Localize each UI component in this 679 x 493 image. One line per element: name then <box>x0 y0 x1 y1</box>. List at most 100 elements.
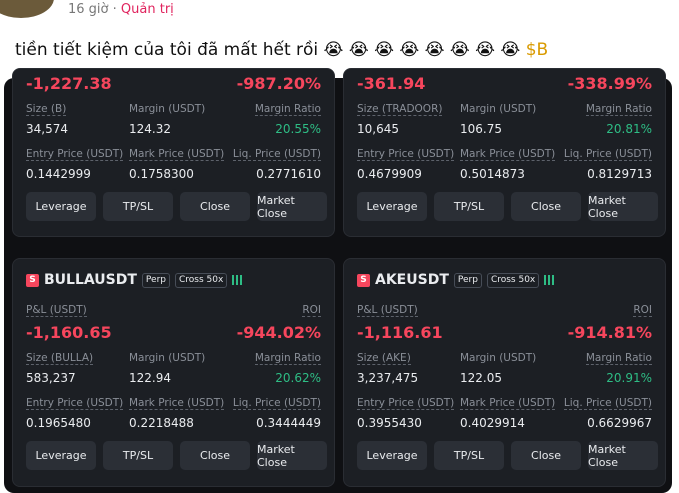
entry: 0.1965480 <box>26 416 91 430</box>
action-button[interactable]: Leverage <box>26 441 96 470</box>
margin-ratio-label: Margin Ratio <box>254 103 321 116</box>
action-button[interactable]: Market Close <box>588 441 658 470</box>
liq: 0.3444449 <box>256 416 321 430</box>
symbol-icon: S <box>26 273 39 287</box>
margin-ratio: 20.62% <box>275 371 321 385</box>
action-button[interactable]: TP/SL <box>434 192 504 221</box>
signal-bars <box>232 275 243 285</box>
position-card: S BULLAUSDT Perp Cross 50x P&L (USDT) ROI -1,1… <box>12 258 335 487</box>
action-button[interactable]: TP/SL <box>103 192 173 221</box>
action-button[interactable]: Close <box>180 192 250 221</box>
margin-ratio: 20.81% <box>606 122 652 136</box>
margin-ratio-label: Margin Ratio <box>254 352 321 365</box>
role: Quản trị <box>120 2 174 17</box>
mode-badge[interactable]: Cross 50x <box>174 272 228 288</box>
mark: 0.2218488 <box>129 416 194 430</box>
roi: -987.20% <box>236 74 321 93</box>
size-label: Size (B) <box>26 103 67 116</box>
entry: 0.4679909 <box>357 167 422 181</box>
liq: 0.2771610 <box>256 167 321 181</box>
post-meta: 16 giờ · Quản trị <box>68 2 174 17</box>
pnl-label: P&L (USDT) <box>357 304 418 317</box>
size: 10,645 <box>357 122 399 136</box>
margin: 106.75 <box>460 122 502 136</box>
action-button[interactable]: Market Close <box>257 441 327 470</box>
type-badge: Perp <box>141 272 170 288</box>
card-header: S BULLAUSDT Perp Cross 50x <box>26 272 243 288</box>
size: 34,574 <box>26 122 68 136</box>
action-button[interactable]: Market Close <box>257 192 327 221</box>
action-button[interactable]: Leverage <box>357 441 427 470</box>
action-button[interactable]: Leverage <box>357 192 427 221</box>
positions-panel: -1,227.38 -987.20% Size (B) 34,574 Margin (U… <box>4 68 672 493</box>
entry-label: Entry Price (USDT) <box>357 397 455 410</box>
margin: 124.32 <box>129 122 171 136</box>
roi-label: ROI <box>302 304 321 317</box>
symbol[interactable]: BULLAUSDT <box>44 272 137 288</box>
mode-badge[interactable]: Cross 50x <box>486 272 540 288</box>
liq-label: Liq. Price (USDT) <box>232 397 321 410</box>
symbol-icon: S <box>357 273 370 287</box>
pnl: -361.94 <box>357 74 426 93</box>
roi-label: ROI <box>633 304 652 317</box>
margin-label: Margin (USDT) <box>460 352 537 364</box>
action-button[interactable]: Leverage <box>26 192 96 221</box>
position-card: -1,227.38 -987.20% Size (B) 34,574 Margin (U… <box>12 68 335 237</box>
entry-label: Entry Price (USDT) <box>26 148 124 161</box>
post-time: 16 giờ <box>68 2 109 17</box>
liq: 0.6629967 <box>587 416 652 430</box>
mark-label: Mark Price (USDT) <box>460 148 556 161</box>
pnl-label: P&L (USDT) <box>26 304 87 317</box>
action-button[interactable]: Market Close <box>588 192 658 221</box>
entry: 0.1442999 <box>26 167 91 181</box>
type-badge: Perp <box>453 272 482 288</box>
roi: -944.02% <box>236 323 321 342</box>
roi: -914.81% <box>567 323 652 342</box>
liq: 0.8129713 <box>587 167 652 181</box>
post-text: tiền tiết kiệm của tôi đã mất hết rồi 😭 … <box>15 40 548 60</box>
mark-label: Mark Price (USDT) <box>129 148 225 161</box>
entry: 0.3955430 <box>357 416 422 430</box>
action-button[interactable]: Close <box>180 441 250 470</box>
margin-label: Margin (USDT) <box>460 103 537 115</box>
position-card: -361.94 -338.99% Size (TRADOOR) 10,645 Margi… <box>343 68 666 237</box>
margin: 122.94 <box>129 371 171 385</box>
liq-label: Liq. Price (USDT) <box>563 397 652 410</box>
roi: -338.99% <box>567 74 652 93</box>
liq-label: Liq. Price (USDT) <box>232 148 321 161</box>
card-header: S AKEUSDT Perp Cross 50x <box>357 272 555 288</box>
entry-label: Entry Price (USDT) <box>357 148 455 161</box>
margin-label: Margin (USDT) <box>129 103 206 115</box>
separator: · <box>112 2 117 17</box>
margin: 122.05 <box>460 371 502 385</box>
size-label: Size (AKE) <box>357 352 411 365</box>
margin-label: Margin (USDT) <box>129 352 206 364</box>
message: tiền tiết kiệm của tôi đã mất hết rồi 😭 … <box>15 40 521 60</box>
entry-label: Entry Price (USDT) <box>26 397 124 410</box>
action-button[interactable]: Close <box>511 192 581 221</box>
mark-label: Mark Price (USDT) <box>460 397 556 410</box>
action-button[interactable]: TP/SL <box>434 441 504 470</box>
size: 3,237,475 <box>357 371 419 385</box>
mark: 0.1758300 <box>129 167 194 181</box>
action-button[interactable]: Close <box>511 441 581 470</box>
mark: 0.5014873 <box>460 167 525 181</box>
pnl: -1,116.61 <box>357 323 443 342</box>
pnl: -1,160.65 <box>26 323 112 342</box>
size: 583,237 <box>26 371 76 385</box>
cashtag[interactable]: $B <box>525 40 549 60</box>
mark-label: Mark Price (USDT) <box>129 397 225 410</box>
action-button[interactable]: TP/SL <box>103 441 173 470</box>
symbol[interactable]: AKEUSDT <box>375 272 449 288</box>
position-card: S AKEUSDT Perp Cross 50x P&L (USDT) ROI -1,116… <box>343 258 666 487</box>
mark: 0.4029914 <box>460 416 525 430</box>
signal-bars <box>544 275 555 285</box>
avatar[interactable] <box>0 0 54 18</box>
margin-ratio: 20.55% <box>275 122 321 136</box>
size-label: Size (TRADOOR) <box>357 103 443 116</box>
liq-label: Liq. Price (USDT) <box>563 148 652 161</box>
margin-ratio-label: Margin Ratio <box>585 352 652 365</box>
pnl: -1,227.38 <box>26 74 112 93</box>
size-label: Size (BULLA) <box>26 352 94 365</box>
